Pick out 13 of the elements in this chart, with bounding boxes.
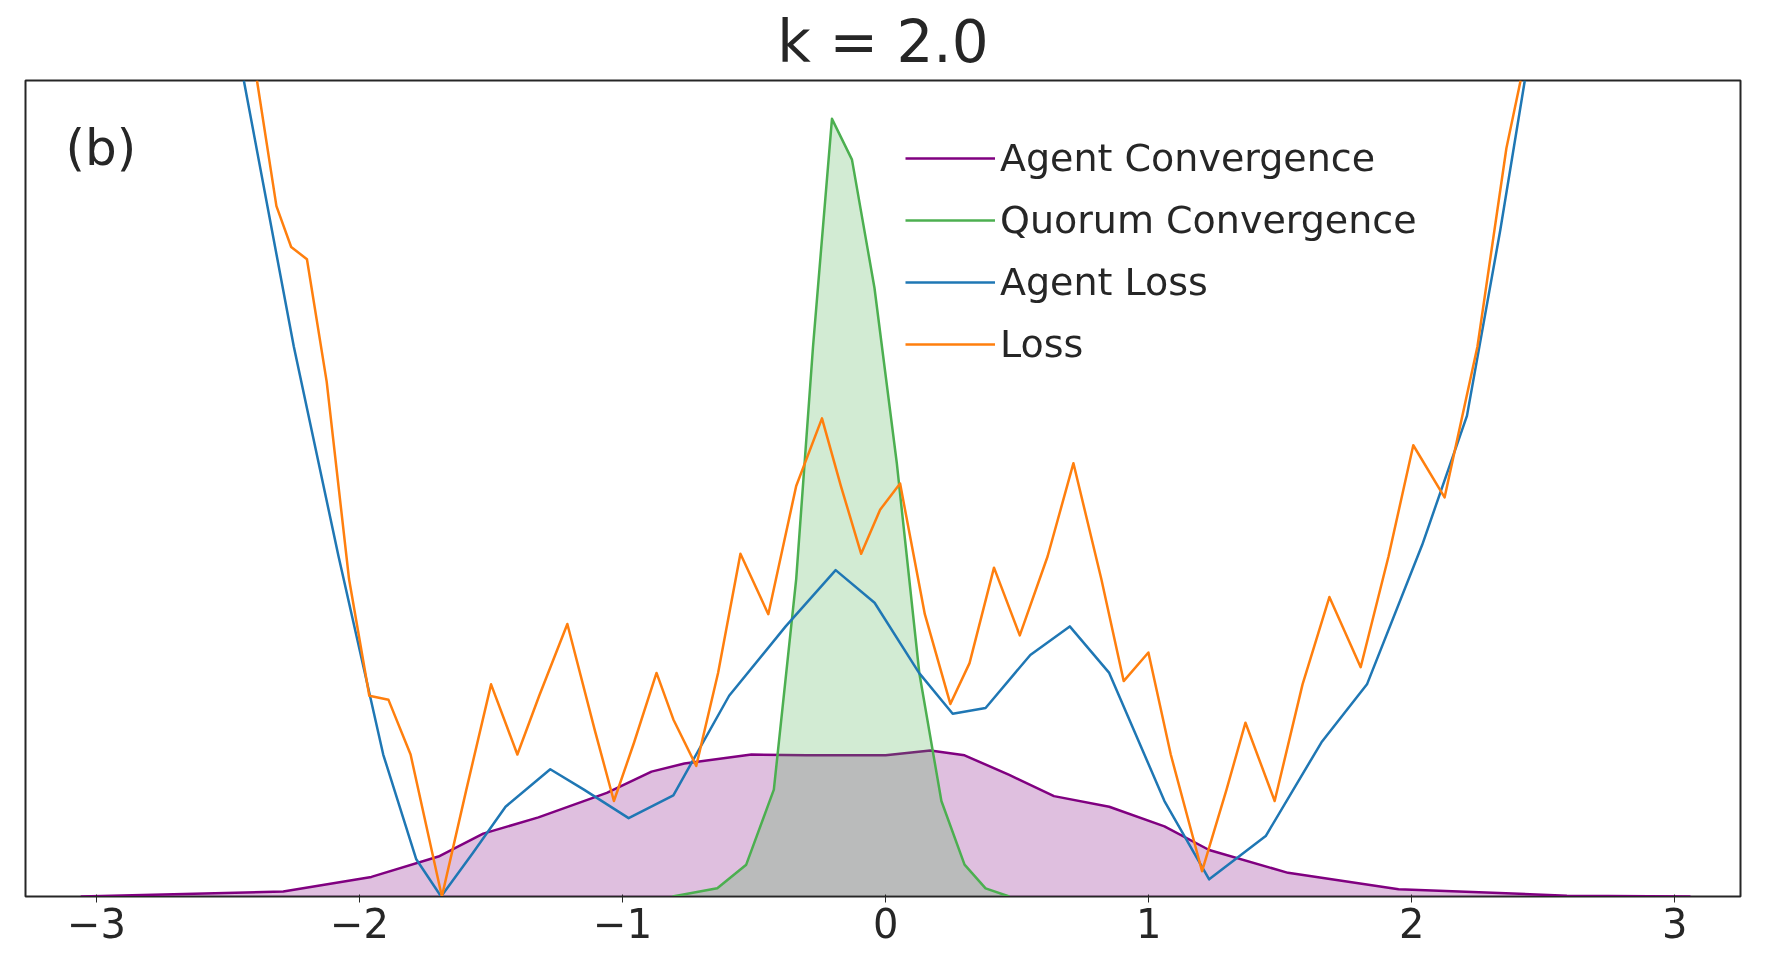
x-tick-label: 3 (1662, 900, 1688, 947)
legend-label: Agent Convergence (1000, 136, 1376, 180)
legend-label: Loss (1000, 322, 1084, 366)
legend-label: Quorum Convergence (1000, 198, 1417, 242)
chart-title: k = 2.0 (777, 7, 989, 76)
x-tick-label: 1 (1135, 900, 1162, 947)
annotation: (b) (65, 118, 137, 177)
x-tick-label: 2 (1398, 900, 1425, 947)
x-tick-label: −2 (330, 900, 390, 947)
legend-label: Agent Loss (1000, 260, 1208, 304)
x-tick-label: −3 (67, 900, 127, 947)
x-tick-label: −1 (593, 900, 653, 947)
x-tick-label: 0 (872, 900, 899, 947)
